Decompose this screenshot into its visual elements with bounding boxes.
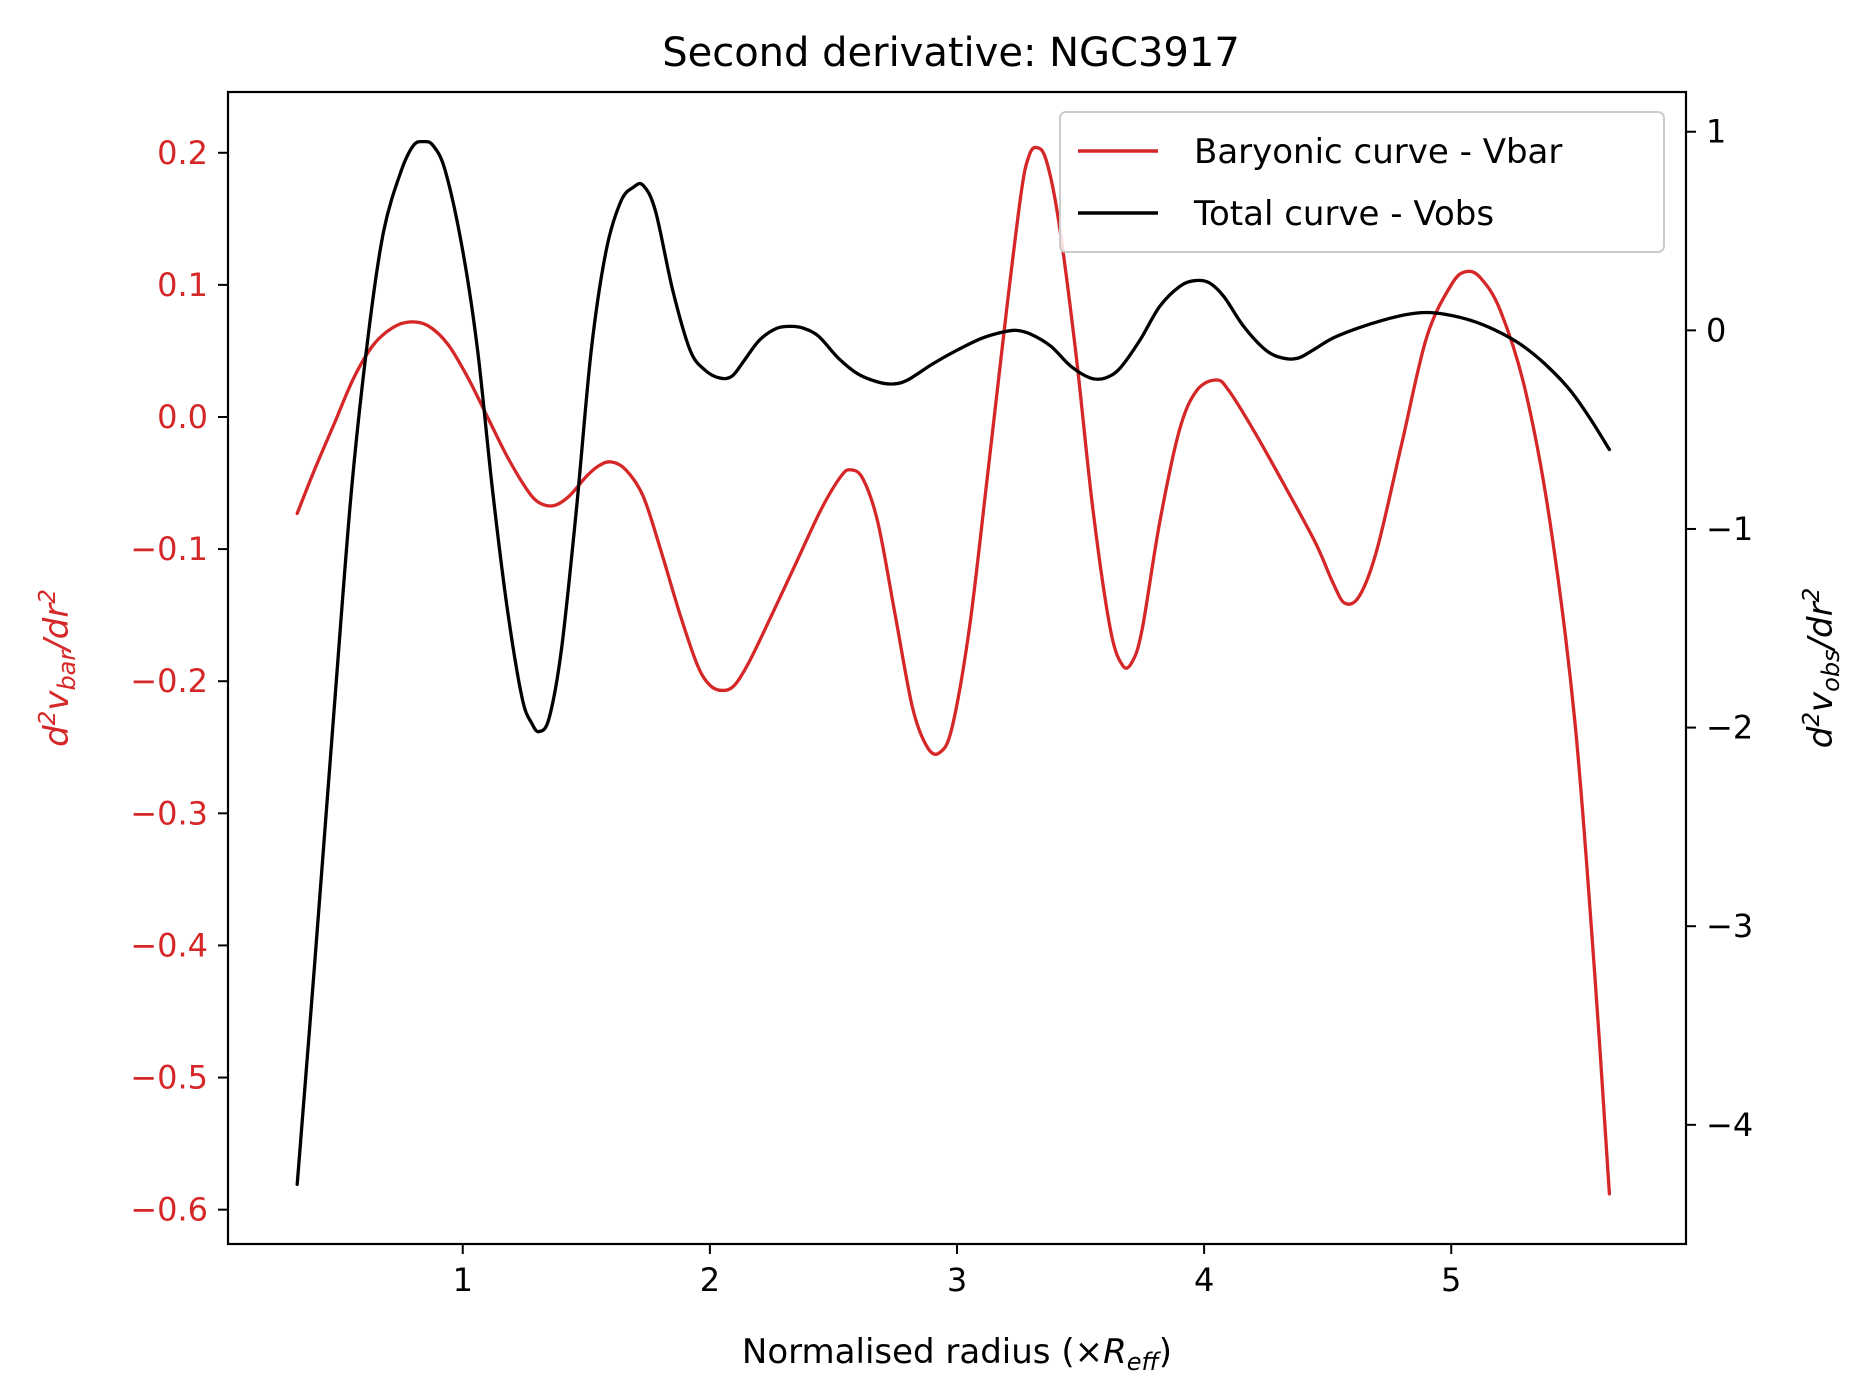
y-right-tick-label: −3 bbox=[1706, 907, 1753, 945]
x-axis-label: Normalised radius (×Reff) bbox=[742, 1332, 1172, 1376]
y-left-tick-label: −0.2 bbox=[130, 662, 208, 700]
y-left-tick-label: −0.3 bbox=[130, 794, 208, 832]
series-line-vobs bbox=[295, 139, 1612, 1187]
y-right-tick-label: 1 bbox=[1706, 113, 1726, 151]
y-right-tick-label: −4 bbox=[1706, 1106, 1753, 1144]
y-right-axis-ticks: 1 0 −1 −2 −3 −4 bbox=[1686, 113, 1753, 1144]
y-left-tick-label: −0.1 bbox=[130, 530, 208, 568]
y-left-tick-label: −0.4 bbox=[130, 926, 208, 964]
y-left-axis-label: d2vbar/dr2 bbox=[35, 589, 81, 747]
x-tick-label: 2 bbox=[700, 1261, 720, 1299]
series-line-vbar bbox=[295, 145, 1612, 1196]
y-left-tick-label: 0.2 bbox=[157, 134, 208, 172]
x-axis-ticks: 1 2 3 4 5 bbox=[453, 1244, 1461, 1299]
legend: Baryonic curve - Vbar Total curve - Vobs bbox=[1059, 111, 1665, 253]
x-tick-label: 4 bbox=[1194, 1261, 1214, 1299]
legend-box bbox=[1059, 111, 1665, 253]
x-tick-label: 3 bbox=[947, 1261, 967, 1299]
chart-title: Second derivative: NGC3917 bbox=[662, 30, 1240, 76]
y-left-tick-label: 0.1 bbox=[157, 266, 208, 304]
y-right-tick-label: 0 bbox=[1706, 311, 1726, 349]
x-tick-label: 5 bbox=[1441, 1261, 1461, 1299]
y-right-axis-label: d2vobs/dr2 bbox=[1799, 588, 1845, 748]
y-left-tick-label: −0.6 bbox=[130, 1191, 208, 1229]
legend-label-vobs: Total curve - Vobs bbox=[1193, 194, 1494, 234]
y-left-tick-label: −0.5 bbox=[130, 1059, 208, 1097]
x-tick-label: 1 bbox=[453, 1261, 473, 1299]
y-left-axis-ticks: 0.2 0.1 0.0 −0.1 −0.2 −0.3 −0.4 −0.5 −0.6 bbox=[130, 134, 228, 1229]
y-right-tick-label: −1 bbox=[1706, 510, 1753, 548]
legend-label-vbar: Baryonic curve - Vbar bbox=[1194, 132, 1562, 172]
y-left-tick-label: 0.0 bbox=[157, 398, 208, 436]
y-right-tick-label: −2 bbox=[1706, 709, 1753, 747]
